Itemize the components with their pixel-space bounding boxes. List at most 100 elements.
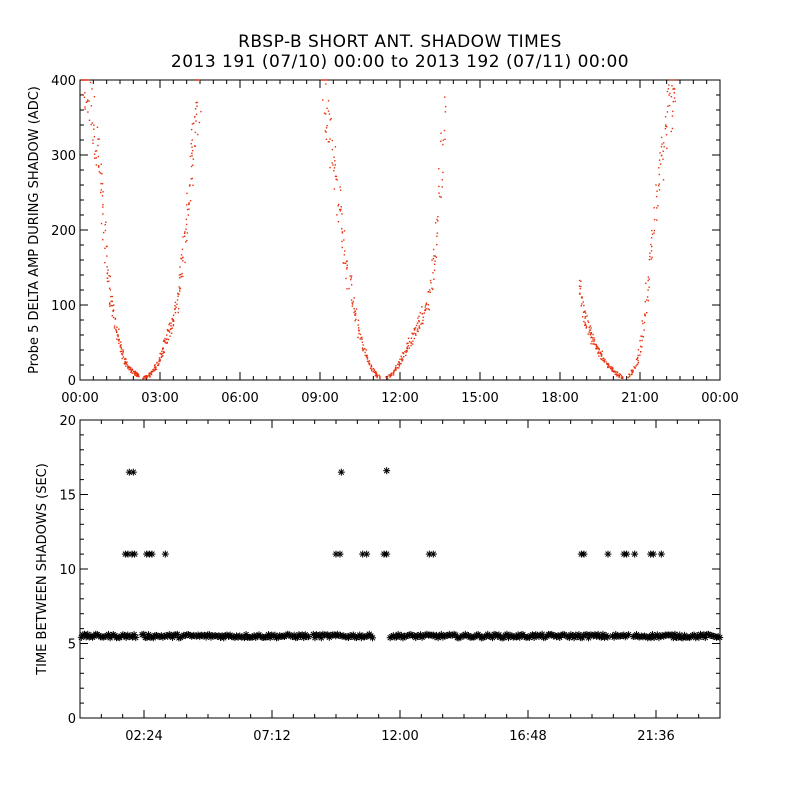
data-point [324, 79, 326, 81]
data-point [620, 375, 623, 377]
data-point [439, 195, 441, 198]
data-point [357, 324, 359, 326]
data-point [112, 309, 115, 311]
data-point [117, 334, 119, 336]
data-point [604, 550, 612, 558]
data-point [605, 361, 607, 363]
data-point [650, 237, 653, 239]
data-point [350, 299, 353, 301]
data-point [662, 150, 664, 153]
data-point [188, 203, 190, 206]
data-point [416, 330, 419, 332]
data-point [673, 87, 675, 90]
data-point [124, 360, 126, 363]
data-point [655, 195, 658, 198]
data-point [333, 156, 335, 158]
data-point [604, 359, 606, 361]
data-point [108, 303, 111, 305]
data-point [83, 96, 86, 99]
data-point [337, 468, 345, 476]
data-point [667, 88, 670, 90]
data-point [184, 261, 186, 264]
data-point [585, 326, 588, 328]
data-point [193, 116, 196, 118]
data-point [325, 79, 328, 81]
data-point [110, 304, 112, 307]
data-point [631, 371, 633, 374]
data-point [366, 358, 369, 360]
data-point [336, 179, 338, 181]
data-point [401, 360, 403, 362]
data-point [102, 191, 104, 193]
data-point [361, 347, 364, 349]
data-point [667, 105, 669, 107]
data-point [406, 346, 409, 348]
data-point [107, 269, 109, 271]
data-point [336, 214, 338, 216]
data-point [83, 79, 85, 81]
data-point [145, 377, 147, 380]
data-point [185, 228, 187, 230]
data-point [121, 357, 123, 360]
series-3 [578, 79, 677, 380]
data-point [117, 335, 119, 338]
data-point [398, 363, 401, 366]
data-point [440, 196, 442, 198]
data-point [185, 241, 187, 243]
data-point [614, 373, 616, 376]
data-point [593, 340, 595, 343]
data-point [358, 332, 360, 335]
data-point [195, 113, 198, 116]
data-point [149, 376, 151, 378]
data-point [390, 372, 393, 375]
data-point [182, 256, 184, 259]
data-point [661, 154, 663, 157]
data-point [353, 297, 355, 299]
data-point [616, 373, 618, 376]
data-point [190, 142, 192, 145]
data-point [438, 192, 440, 194]
data-point [588, 326, 590, 329]
data-point [108, 287, 111, 290]
data-point [670, 95, 673, 98]
data-point [343, 254, 345, 256]
data-point [581, 303, 583, 305]
data-point [433, 255, 435, 257]
data-point [411, 332, 413, 335]
data-point [657, 184, 660, 187]
data-point [334, 160, 336, 162]
x-tick-label: 12:00 [381, 729, 418, 744]
data-point [443, 129, 446, 132]
data-point [628, 375, 631, 378]
data-point [186, 204, 188, 206]
data-point [179, 287, 182, 289]
data-point [653, 207, 655, 209]
data-point [146, 376, 148, 379]
data-point [331, 139, 334, 142]
data-point [616, 371, 619, 374]
data-point [424, 309, 427, 312]
data-point [163, 339, 166, 342]
data-point [130, 368, 132, 371]
x-tick-label: 09:00 [301, 391, 338, 406]
data-point [174, 301, 177, 304]
data-point [378, 374, 380, 376]
data-point [595, 346, 598, 348]
data-point [642, 336, 645, 338]
data-point [180, 276, 182, 278]
data-point [95, 164, 98, 166]
data-point [670, 130, 672, 133]
data-point [114, 318, 116, 320]
y-tick-label: 0 [68, 374, 76, 389]
data-point [645, 282, 647, 284]
data-point [343, 262, 345, 264]
data-point [100, 189, 102, 191]
data-point [102, 239, 104, 241]
data-point [421, 322, 423, 324]
data-point [368, 360, 371, 362]
data-point [138, 375, 140, 378]
data-point [325, 131, 327, 133]
data-point [172, 319, 174, 321]
data-point [649, 252, 651, 254]
